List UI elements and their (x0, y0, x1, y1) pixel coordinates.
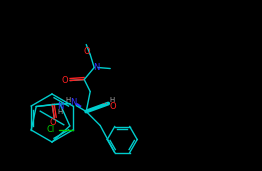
Text: ···: ··· (101, 102, 108, 108)
Text: H: H (57, 109, 63, 115)
Text: O: O (84, 47, 90, 56)
Text: H: H (110, 96, 115, 103)
Text: H: H (66, 96, 71, 103)
Text: N: N (93, 63, 99, 72)
Text: N: N (57, 102, 63, 110)
Text: N: N (70, 98, 77, 107)
Text: O: O (110, 102, 117, 111)
Text: O: O (62, 76, 69, 85)
Text: Cl: Cl (47, 126, 55, 135)
Text: O: O (50, 118, 57, 127)
